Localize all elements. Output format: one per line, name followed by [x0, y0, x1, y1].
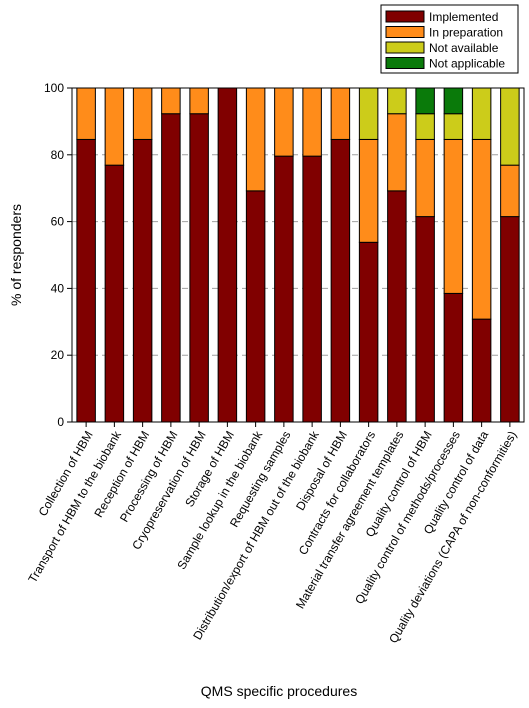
bar-segment [415, 138, 435, 218]
legend-swatch [385, 57, 425, 69]
y-tick-label: 80 [51, 148, 65, 162]
bar-segment [302, 155, 322, 423]
bar-segment [161, 87, 181, 115]
legend-label: In preparation [429, 26, 503, 40]
bar-segment [245, 190, 266, 423]
bar-segment [443, 138, 464, 294]
bar-segment [415, 216, 435, 423]
bar-segment [302, 87, 322, 157]
legend-label: Not applicable [429, 57, 505, 71]
bar-segment [387, 87, 407, 115]
bar-segment [189, 87, 209, 115]
bar-segment [387, 113, 407, 192]
bar-segment [132, 138, 153, 423]
bar-segment [500, 164, 520, 218]
bar-segment [104, 87, 125, 166]
y-tick-label: 100 [44, 81, 64, 95]
plot-frame [71, 87, 525, 423]
legend-swatch [385, 10, 425, 23]
x-axis-label: QMS specific procedures [201, 683, 357, 699]
bar-segment [443, 113, 464, 140]
bar-segment [471, 318, 492, 423]
legend-swatch [385, 26, 425, 38]
bar-segment [76, 87, 96, 140]
bar-segment [104, 164, 125, 423]
bar-segment [358, 241, 379, 423]
bar-segment [443, 87, 464, 115]
bar-segment [415, 113, 435, 140]
y-axis: 0 20 40 60 80 100 [44, 81, 72, 429]
y-tick-label: 60 [51, 215, 65, 229]
bar-segment [76, 138, 96, 423]
bar-segment [189, 113, 209, 423]
bar-segment [443, 292, 464, 423]
bar-segment [500, 87, 520, 166]
bar-segment [358, 87, 379, 140]
bar-segment [358, 138, 379, 243]
y-axis-label: % of responders [8, 204, 24, 306]
bar-segment [387, 190, 407, 423]
bar-segment [500, 216, 520, 423]
y-tick-label: 0 [57, 415, 64, 429]
legend-label: Not available [429, 41, 499, 55]
y-tick-label: 40 [51, 281, 65, 295]
bar-segment [274, 87, 294, 157]
bar-segment [245, 87, 266, 192]
bar-segment [274, 155, 294, 423]
bar-segment [415, 87, 435, 115]
bar-segment [132, 87, 153, 140]
bar-segment [330, 87, 351, 140]
bar-segment [217, 87, 238, 423]
bar-segment [330, 138, 351, 423]
legend-label: Implemented [429, 10, 498, 24]
bar-segment [161, 113, 181, 423]
bars [76, 87, 520, 423]
y-tick-label: 20 [51, 348, 65, 362]
legend-swatch [385, 41, 425, 54]
bar-segment [471, 87, 492, 140]
bar-segment [471, 138, 492, 320]
